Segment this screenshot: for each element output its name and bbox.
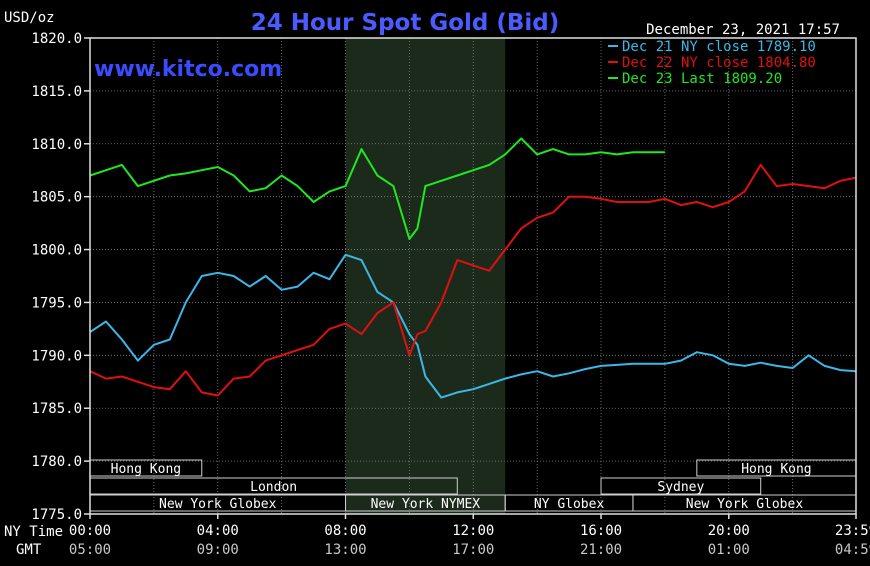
price-series: [89, 137, 857, 399]
session-box: [600, 477, 762, 495]
x-tick-label-ny: 23:59: [835, 523, 870, 539]
session-label: Hong Kong: [741, 462, 811, 477]
legend-entry-dec23: Dec 23 Last 1809.20: [622, 71, 782, 87]
series-line-dec23: [89, 137, 665, 240]
x-tick-label-gmt: 05:00: [69, 542, 111, 558]
session-label: Hong Kong: [111, 462, 181, 477]
y-tick-label: 1775.0: [31, 507, 82, 523]
y-tick-label: 1795.0: [31, 295, 82, 311]
chart-title: 24 Hour Spot Gold (Bid): [251, 10, 560, 36]
gmt-label: GMT: [16, 542, 42, 558]
y-tick-label: 1805.0: [31, 190, 82, 206]
datetime-stamp: December 23, 2021 17:57: [646, 22, 840, 38]
y-tick-label: 1785.0: [31, 401, 82, 417]
series-line-dec21: [89, 253, 857, 399]
legend-entry-dec22: Dec 22 NY close 1804.80: [622, 55, 816, 71]
x-tick-label-gmt: 04:59: [835, 542, 870, 558]
watermark: www.kitco.com: [94, 57, 282, 82]
session-label: NY Globex: [534, 497, 605, 512]
x-tick-label-ny: 20:00: [708, 523, 750, 539]
chart-grid: [90, 37, 856, 515]
x-tick-label-gmt: 13:00: [324, 542, 366, 558]
session-label: New York Globex: [686, 497, 804, 512]
series-line-dec22: [89, 163, 857, 397]
session-label: Sydney: [657, 480, 704, 495]
x-tick-label-ny: 04:00: [197, 523, 239, 539]
y-tick-label: 1815.0: [31, 84, 82, 100]
x-tick-label-ny: 16:00: [580, 523, 622, 539]
x-tick-label-gmt: 21:00: [580, 542, 622, 558]
x-tick-label-ny: 12:00: [452, 523, 494, 539]
shaded-region: [345, 38, 506, 514]
y-tick-label: 1780.0: [31, 454, 82, 470]
session-label: New York Globex: [159, 497, 277, 512]
units-label: USD/oz: [4, 10, 55, 26]
x-tick-label-gmt: 17:00: [452, 542, 494, 558]
y-tick-label: 1820.0: [31, 31, 82, 47]
trading-sessions: Hong Kong Hong Kong London Sydney New York G…: [89, 459, 857, 512]
session-label: New York NYMEX: [371, 497, 481, 512]
x-tick-label-ny: 00:00: [69, 523, 111, 539]
chart-axes: 1820.0 1815.0 1810.0 1805.0 1800.0 1795.0 1790…: [31, 31, 870, 558]
nymex-shaded-region: [345, 38, 506, 514]
y-tick-label: 1790.0: [31, 348, 82, 364]
ny-time-label: NY Time: [4, 524, 63, 540]
x-tick-label-ny: 08:00: [324, 523, 366, 539]
y-tick-label: 1800.0: [31, 243, 82, 259]
y-tick-label: 1810.0: [31, 137, 82, 153]
x-tick-label-gmt: 09:00: [197, 542, 239, 558]
x-tick-label-gmt: 01:00: [708, 542, 750, 558]
session-label: London: [250, 480, 297, 495]
legend-entry-dec21: Dec 21 NY close 1789.10: [622, 39, 816, 55]
